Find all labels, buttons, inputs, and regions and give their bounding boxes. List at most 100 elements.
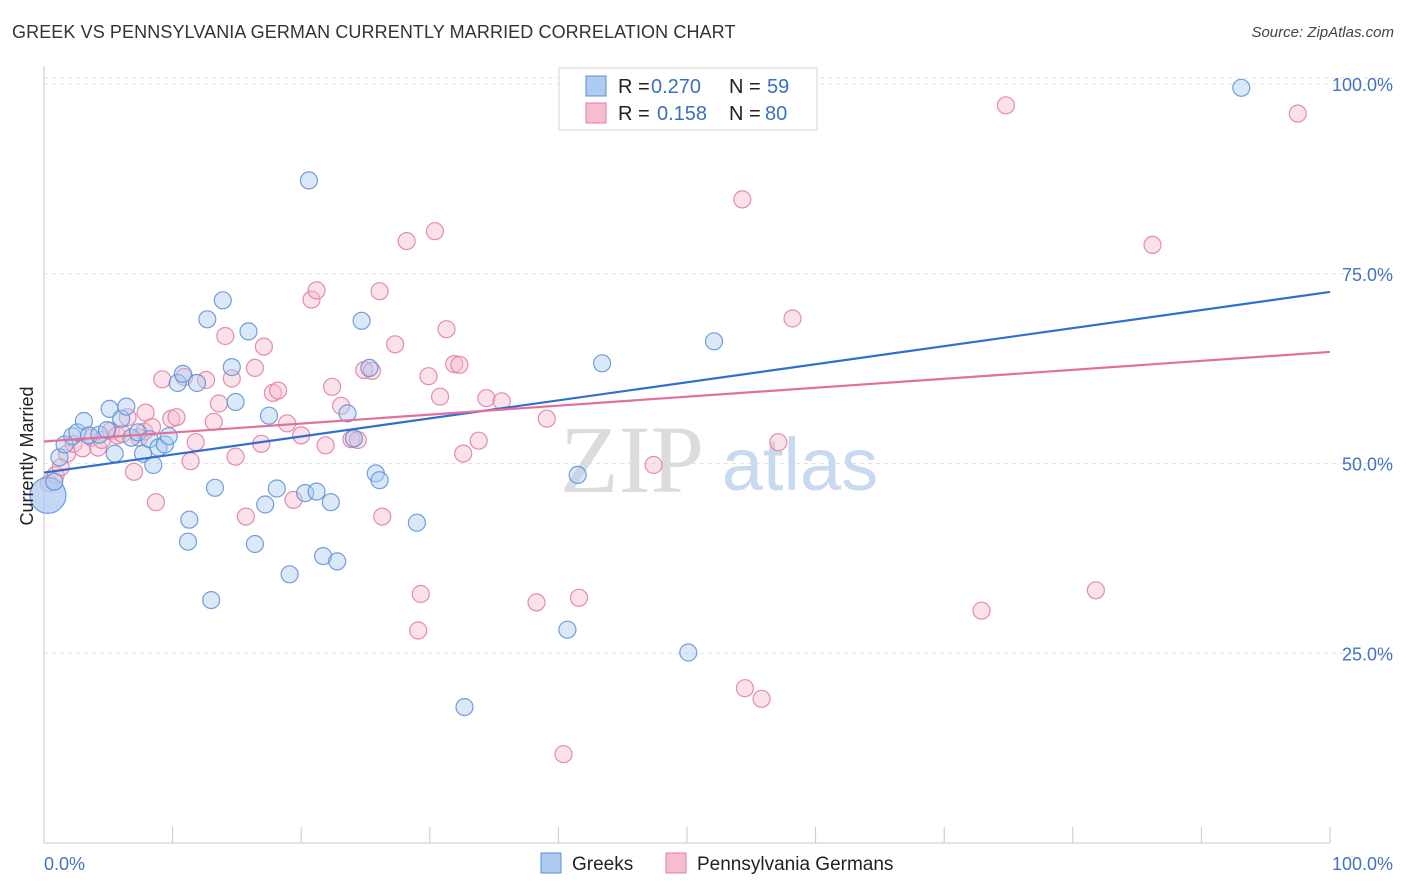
greeks-point bbox=[592, 354, 612, 373]
greeks-point bbox=[321, 493, 340, 512]
pg-point bbox=[477, 389, 496, 408]
y-tick-label-75: 75.0% bbox=[1342, 265, 1393, 285]
greeks-point bbox=[128, 423, 147, 442]
greeks-point bbox=[558, 620, 577, 639]
greeks-point bbox=[213, 291, 232, 310]
pg-point bbox=[181, 452, 200, 471]
greeks-point bbox=[352, 311, 371, 330]
greeks-point bbox=[259, 406, 279, 425]
tick-labels: 25.0% 50.0% 75.0% 100.0% 0.0% 100.0% bbox=[44, 75, 1393, 874]
pg-point bbox=[445, 355, 464, 374]
greeks-point bbox=[97, 421, 117, 440]
greeks-point bbox=[256, 495, 275, 514]
pg-point bbox=[269, 381, 288, 400]
greeks-point bbox=[568, 465, 587, 484]
pg-point bbox=[425, 222, 444, 241]
pg-point bbox=[996, 96, 1016, 115]
pg-point bbox=[146, 493, 165, 512]
pg-point bbox=[454, 444, 473, 463]
greeks-trend-line bbox=[43, 290, 1331, 474]
greeks-point bbox=[360, 358, 379, 377]
greeks-point bbox=[187, 373, 207, 393]
y-tick-label-25: 25.0% bbox=[1342, 644, 1393, 664]
greeks-point bbox=[226, 392, 245, 412]
legend-pg-swatch bbox=[585, 102, 607, 124]
greeks-point bbox=[29, 476, 67, 514]
pg-point bbox=[307, 281, 326, 300]
pg-point bbox=[226, 447, 245, 466]
axes bbox=[43, 66, 1331, 844]
greeks-point bbox=[45, 472, 64, 491]
pg-point bbox=[302, 290, 321, 309]
greeks-point bbox=[704, 332, 724, 351]
pg-point bbox=[284, 490, 303, 509]
bottom-legend-greeks-label: Greeks bbox=[572, 854, 633, 875]
pg-point bbox=[554, 745, 573, 764]
greeks-point bbox=[679, 643, 698, 662]
greeks-point bbox=[68, 423, 87, 442]
pg-point bbox=[1086, 581, 1106, 600]
watermark-atlas: atlas bbox=[722, 423, 878, 506]
bottom-legend-greeks-swatch bbox=[540, 852, 562, 874]
pg-point bbox=[527, 593, 546, 612]
pg-point bbox=[386, 335, 405, 354]
pg-point bbox=[316, 436, 335, 455]
pg-point bbox=[537, 409, 556, 428]
greeks-point bbox=[314, 546, 333, 566]
pg-point bbox=[332, 396, 351, 415]
greeks-point bbox=[455, 697, 474, 717]
chart-source: Source: ZipAtlas.com bbox=[1251, 24, 1394, 41]
greeks-point bbox=[117, 397, 136, 416]
pg-point bbox=[153, 370, 172, 389]
greeks-point bbox=[296, 484, 315, 503]
pg-point bbox=[204, 412, 223, 431]
y-axis-label: Currently Married bbox=[17, 386, 37, 525]
pg-point bbox=[783, 309, 802, 328]
bottom-legend-pg-label: Pennsylvania Germans bbox=[697, 854, 893, 875]
pg-point bbox=[236, 507, 255, 526]
greeks-point bbox=[173, 364, 192, 383]
pg-trend-line bbox=[43, 350, 1331, 443]
y-tick-label-50: 50.0% bbox=[1342, 455, 1393, 475]
greeks-point bbox=[178, 532, 198, 551]
pg-point bbox=[1288, 104, 1307, 123]
x-tick-label-100: 100.0% bbox=[1332, 854, 1393, 874]
trend-lines bbox=[43, 290, 1331, 474]
pg-point bbox=[419, 367, 438, 386]
pg-point bbox=[373, 507, 392, 526]
pg-point bbox=[323, 377, 342, 396]
watermark-zip: ZIP bbox=[560, 406, 704, 513]
greeks-point bbox=[307, 482, 326, 501]
greeks-point bbox=[338, 404, 357, 423]
pg-point bbox=[397, 232, 416, 251]
greeks-point bbox=[299, 171, 318, 190]
greeks-point bbox=[245, 534, 264, 554]
chart-title: GREEK VS PENNSYLVANIA GERMAN CURRENTLY M… bbox=[12, 22, 736, 42]
pg-point bbox=[437, 320, 456, 339]
pg-point bbox=[450, 355, 469, 374]
x-tick-label-0: 0.0% bbox=[44, 854, 85, 874]
greeks-point bbox=[105, 444, 124, 463]
pg-point bbox=[245, 358, 264, 377]
greeks-point bbox=[159, 427, 178, 446]
data-points bbox=[29, 78, 1307, 764]
greeks-point bbox=[222, 358, 241, 377]
bottom-legend-pg-swatch bbox=[665, 852, 687, 874]
greeks-point bbox=[74, 411, 94, 431]
pg-point bbox=[113, 424, 132, 443]
greeks-point bbox=[344, 429, 363, 448]
pg-point bbox=[216, 326, 235, 346]
pg-point bbox=[769, 433, 788, 452]
pg-point bbox=[409, 621, 428, 640]
bottom-legend: Greeks Pennsylvania Germans bbox=[540, 852, 893, 875]
greeks-point bbox=[328, 552, 347, 571]
greeks-point bbox=[198, 310, 217, 329]
pg-point bbox=[1143, 235, 1162, 254]
legend-greeks-swatch bbox=[585, 75, 607, 97]
pg-point bbox=[370, 282, 389, 301]
legend-pg-n-label: N = bbox=[729, 103, 761, 125]
pg-point bbox=[411, 584, 430, 604]
greeks-point bbox=[205, 478, 225, 497]
legend-pg-r-label: R = bbox=[618, 103, 650, 125]
